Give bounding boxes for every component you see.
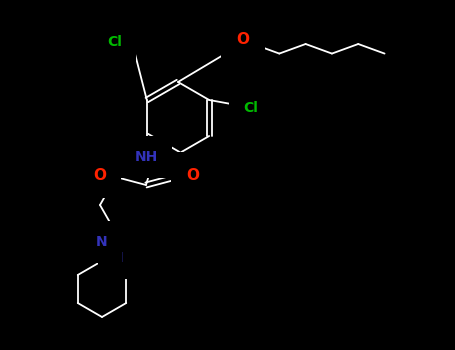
Text: Cl: Cl [107,35,122,49]
Text: O: O [93,168,106,182]
Text: N: N [112,251,124,265]
Text: NH: NH [135,150,158,164]
Text: N: N [96,235,108,249]
Text: Cl: Cl [243,101,258,115]
Text: O: O [237,33,249,48]
Text: O: O [186,168,199,182]
